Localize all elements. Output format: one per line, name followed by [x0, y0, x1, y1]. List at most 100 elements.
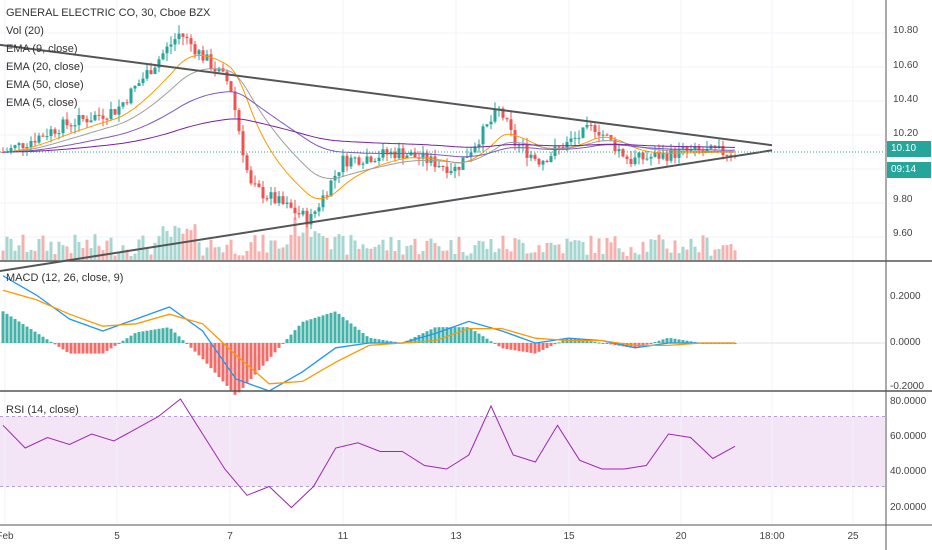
macd-histogram-bar	[649, 343, 653, 344]
candle-body	[265, 198, 269, 200]
macd-histogram-bar	[545, 343, 549, 349]
macd-histogram-bar	[341, 317, 345, 343]
rsi-label[interactable]: RSI (14, close)	[6, 404, 79, 416]
volume-bar	[601, 253, 605, 260]
macd-histogram-bar	[289, 334, 293, 343]
indicator-ema50[interactable]: EMA (50, close)	[6, 79, 84, 91]
macd-histogram-bar	[297, 325, 301, 343]
macd-histogram-bar	[57, 343, 61, 347]
macd-histogram-bar	[109, 343, 113, 349]
macd-histogram-bar	[529, 343, 533, 353]
symbol-title[interactable]: GENERAL ELECTRIC CO, 30, Cboe BZX	[6, 7, 211, 19]
macd-histogram-bar	[369, 338, 373, 343]
rsi-tick: 20.0000	[890, 502, 927, 513]
volume-bar	[313, 231, 317, 260]
candle-body	[121, 102, 125, 107]
macd-histogram-bar	[309, 319, 313, 343]
volume-bar	[497, 248, 501, 260]
candle-body	[457, 166, 461, 170]
candle-body	[353, 157, 357, 159]
candle-body	[149, 70, 153, 74]
candle-body	[553, 146, 557, 157]
rsi-pane-plot	[0, 398, 885, 509]
volume-bar	[9, 238, 13, 260]
volume-bar	[457, 236, 461, 260]
candle-body	[369, 156, 373, 163]
candle-body	[89, 120, 93, 123]
candle-body	[21, 143, 25, 149]
macd-histogram-bar	[145, 330, 149, 343]
volume-bar	[613, 236, 617, 260]
candle-body	[225, 71, 229, 82]
candle-body	[109, 109, 113, 119]
indicator-ema20[interactable]: EMA (20, close)	[6, 61, 84, 73]
candle-body	[505, 117, 509, 120]
candle-body	[365, 156, 369, 164]
macd-histogram-bar	[605, 343, 609, 344]
macd-histogram-bar	[329, 312, 333, 343]
volume-bar	[25, 251, 29, 260]
volume-bar	[285, 244, 289, 260]
volume-bar	[21, 234, 25, 260]
candle-body	[589, 124, 593, 126]
candle-body	[17, 143, 21, 146]
volume-bar	[673, 240, 677, 260]
candle-body	[541, 160, 545, 165]
volume-bar	[217, 246, 221, 260]
rsi-band	[0, 416, 885, 487]
macd-histogram-bar	[45, 339, 49, 343]
time-tick: 25	[847, 531, 859, 542]
macd-histogram-bar	[585, 340, 589, 343]
macd-label[interactable]: MACD (12, 26, close, 9)	[6, 272, 124, 284]
candle-body	[581, 127, 585, 138]
indicator-ema9[interactable]: EMA (9, close)	[6, 43, 78, 55]
candle-body	[141, 78, 145, 84]
macd-histogram-bar	[133, 333, 137, 343]
macd-histogram-bar	[337, 313, 341, 343]
macd-histogram-bar	[673, 338, 677, 343]
macd-histogram-bar	[445, 327, 449, 343]
trendline-lower	[0, 149, 773, 272]
volume-bar	[29, 249, 33, 260]
volume-bar	[245, 250, 249, 260]
indicator-vol[interactable]: Vol (20)	[6, 25, 44, 37]
macd-histogram-bar	[321, 315, 325, 343]
candle-body	[293, 207, 297, 214]
candle-body	[433, 156, 437, 168]
macd-histogram-bar	[609, 343, 613, 345]
candle-body	[449, 171, 453, 174]
price-tick: 10.20	[893, 128, 919, 139]
volume-bar	[521, 242, 525, 260]
volume-bar	[77, 241, 81, 260]
volume-bar	[157, 236, 161, 260]
candle-body	[649, 156, 653, 159]
macd-histogram-bar	[381, 339, 385, 343]
macd-histogram-bar	[665, 338, 669, 343]
indicator-ema5[interactable]: EMA (5, close)	[6, 97, 78, 109]
volume-bar	[221, 252, 225, 260]
macd-histogram-bar	[77, 343, 81, 354]
volume-bar	[369, 248, 373, 260]
volume-bar	[661, 239, 665, 260]
volume-bar	[645, 251, 649, 260]
volume-bar	[265, 252, 269, 260]
macd-histogram-bar	[489, 341, 493, 343]
macd-histogram-bar	[377, 339, 381, 343]
volume-bar	[629, 247, 633, 260]
time-tick: 5	[114, 531, 120, 542]
candle-body	[361, 163, 365, 165]
candle-body	[633, 157, 637, 165]
volume-bar	[585, 254, 589, 260]
candle-body	[621, 149, 625, 157]
volume-bar	[189, 230, 193, 260]
macd-histogram-bar	[125, 338, 129, 343]
candle-body	[469, 152, 473, 157]
candle-body	[597, 131, 601, 136]
volume-bar	[37, 238, 41, 260]
price-tick: 9.80	[893, 194, 913, 205]
macd-histogram-bar	[557, 342, 561, 344]
macd-histogram-bar	[61, 343, 65, 350]
candle-body	[125, 102, 129, 104]
candle-body	[645, 158, 649, 160]
